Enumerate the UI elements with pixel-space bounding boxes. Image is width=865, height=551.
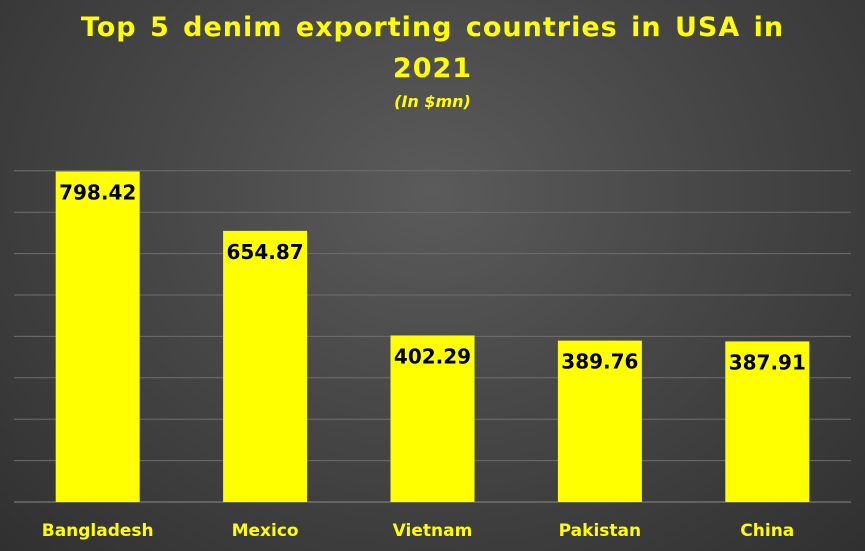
chart-title-line-2: 2021 [392, 53, 473, 84]
category-label-pakistan: Pakistan [559, 521, 641, 541]
category-label-bangladesh: Bangladesh [42, 521, 154, 541]
chart-subtitle: (In $mn) [394, 92, 471, 111]
category-label-mexico: Mexico [232, 521, 299, 541]
bar-china [725, 341, 810, 502]
bar-vietnam [390, 335, 475, 502]
chart-title-line-1: Top 5 denim exporting countries in USA i… [80, 12, 785, 43]
data-label-vietnam: 402.29 [394, 344, 471, 368]
bar-pakistan [557, 340, 642, 502]
data-label-china: 387.91 [729, 350, 806, 374]
category-label-vietnam: Vietnam [393, 521, 473, 541]
data-label-mexico: 654.87 [227, 240, 304, 264]
bar-bangladesh [55, 171, 140, 503]
bar-mexico [223, 230, 308, 502]
data-label-bangladesh: 798.42 [59, 180, 136, 204]
category-label-china: China [740, 521, 794, 541]
data-label-pakistan: 389.76 [561, 350, 638, 374]
